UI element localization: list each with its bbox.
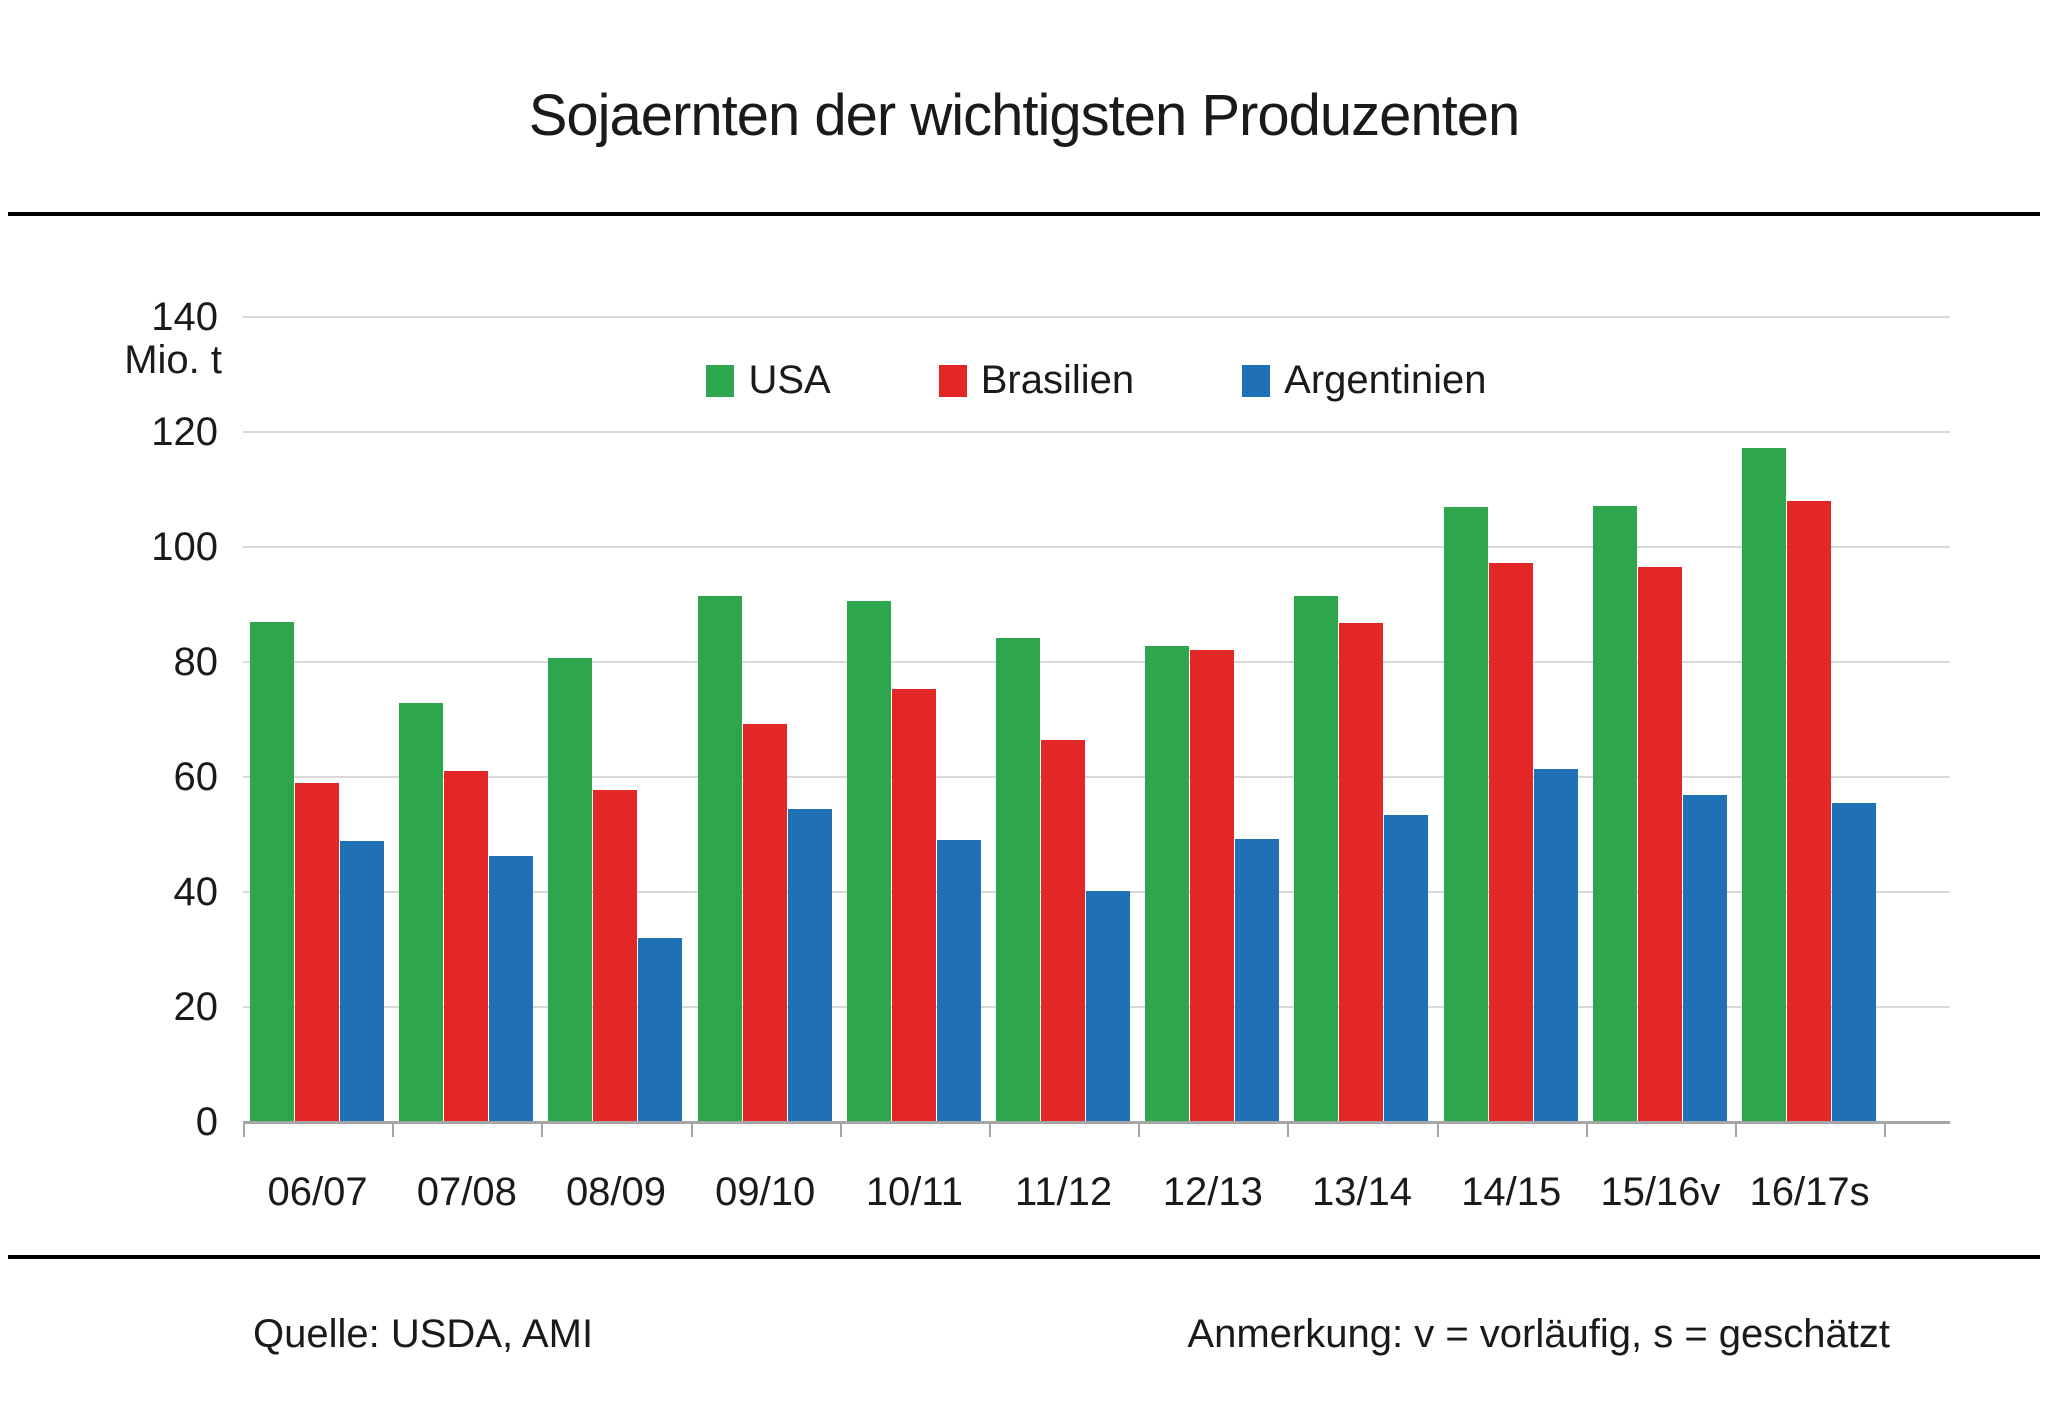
x-axis-tick-4: [839, 1122, 842, 1137]
x-axis-tick-5: [989, 1122, 991, 1137]
bar-brasilien-10/11: [891, 689, 936, 1122]
x-axis-label-12/13: 12/13: [1162, 1170, 1263, 1214]
bar-brasilien-14/15: [1488, 563, 1533, 1122]
bar-argentinien-12/13: [1235, 838, 1280, 1122]
x-axis-label-06/07: 06/07: [267, 1170, 368, 1214]
legend-label-argentinien: Argentinien: [1284, 358, 1487, 402]
gridline-60: [243, 776, 1950, 778]
note-text: Anmerkung: v = vorläufig, s = geschätzt: [1187, 1312, 1890, 1356]
x-axis-line: [243, 1121, 1950, 1124]
bar-argentinien-16/17s: [1832, 802, 1876, 1122]
legend-swatch-brasilien: [938, 364, 967, 397]
bar-argentinien-13/14: [1384, 814, 1429, 1122]
x-axis-tick-11: [1884, 1122, 1887, 1137]
bar-argentinien-11/12: [1086, 891, 1130, 1122]
source-text: Quelle: USDA, AMI: [253, 1312, 594, 1356]
bar-usa-06/07: [250, 622, 294, 1122]
bottom-divider: [8, 1255, 2040, 1259]
bar-usa-11/12: [996, 637, 1040, 1122]
bar-argentinien-08/09: [638, 938, 683, 1122]
x-axis-tick-7: [1287, 1122, 1290, 1137]
x-axis-tick-3: [690, 1122, 693, 1137]
bar-usa-15/16v: [1592, 506, 1637, 1122]
legend-item-argentinien: Argentinien: [1242, 358, 1487, 403]
bar-argentinien-14/15: [1533, 768, 1578, 1122]
y-axis-label-20: 20: [173, 985, 219, 1029]
y-axis-label-60: 60: [173, 755, 219, 799]
x-axis-label-07/08: 07/08: [416, 1170, 517, 1214]
x-axis-label-10/11: 10/11: [865, 1170, 963, 1214]
bar-brasilien-13/14: [1339, 623, 1384, 1122]
bar-argentinien-10/11: [936, 840, 981, 1122]
bar-brasilien-08/09: [593, 789, 638, 1122]
x-axis-label-14/15: 14/15: [1461, 1170, 1562, 1214]
gridline-100: [243, 546, 1950, 548]
bar-usa-13/14: [1294, 596, 1339, 1122]
y-axis-label-80: 80: [173, 640, 219, 684]
y-axis-label-120: 120: [151, 410, 218, 454]
legend-swatch-usa: [706, 364, 735, 397]
top-divider: [8, 212, 2040, 216]
gridline-140: [243, 316, 1950, 318]
bar-usa-09/10: [697, 596, 742, 1122]
y-axis-label-0: 0: [195, 1100, 218, 1144]
bar-usa-12/13: [1145, 645, 1190, 1122]
bar-brasilien-16/17s: [1787, 501, 1831, 1122]
x-axis-tick-0: [243, 1122, 245, 1137]
legend-label-brasilien: Brasilien: [980, 358, 1135, 402]
gridline-80: [243, 661, 1950, 663]
x-axis-tick-2: [541, 1122, 544, 1137]
x-axis-label-11/12: 11/12: [1015, 1170, 1113, 1214]
bar-brasilien-07/08: [444, 771, 489, 1122]
bar-argentinien-09/10: [787, 808, 832, 1122]
bar-usa-07/08: [399, 702, 444, 1122]
bar-usa-08/09: [548, 657, 593, 1122]
bar-usa-14/15: [1443, 507, 1488, 1122]
y-axis-label-40: 40: [173, 870, 219, 914]
x-axis-tick-6: [1138, 1122, 1141, 1137]
chart-title: Sojaernten der wichtigsten Produzenten: [528, 83, 1521, 148]
y-axis-label-140: 140: [151, 295, 218, 339]
x-axis-tick-9: [1585, 1122, 1588, 1137]
legend-label-usa: USA: [748, 358, 831, 402]
x-axis-label-13/14: 13/14: [1311, 1170, 1413, 1214]
bar-brasilien-06/07: [295, 782, 339, 1122]
legend-item-usa: USA: [706, 358, 831, 403]
bar-argentinien-06/07: [340, 841, 384, 1122]
bar-brasilien-09/10: [742, 724, 787, 1122]
bar-brasilien-15/16v: [1637, 567, 1682, 1122]
legend-swatch-argentinien: [1242, 364, 1271, 397]
bar-argentinien-15/16v: [1682, 795, 1727, 1122]
x-axis-label-08/09: 08/09: [565, 1170, 667, 1214]
legend-item-brasilien: Brasilien: [938, 358, 1135, 403]
bar-argentinien-07/08: [489, 856, 534, 1122]
x-axis-tick-8: [1436, 1122, 1439, 1137]
legend: USA Brasilien Argentinien: [243, 358, 1950, 403]
bar-usa-10/11: [846, 601, 891, 1122]
bar-usa-16/17s: [1742, 448, 1786, 1122]
x-axis-label-16/17s: 16/17s: [1749, 1170, 1870, 1214]
y-axis-unit-label: Mio. t: [124, 338, 222, 382]
gridline-120: [243, 431, 1950, 433]
x-axis-label-15/16v: 15/16v: [1600, 1170, 1721, 1214]
bar-brasilien-11/12: [1041, 739, 1085, 1122]
bar-brasilien-12/13: [1190, 649, 1235, 1122]
x-axis-tick-1: [392, 1122, 395, 1137]
y-axis-label-100: 100: [151, 525, 218, 569]
x-axis-label-09/10: 09/10: [715, 1170, 816, 1214]
x-axis-tick-10: [1735, 1122, 1737, 1137]
